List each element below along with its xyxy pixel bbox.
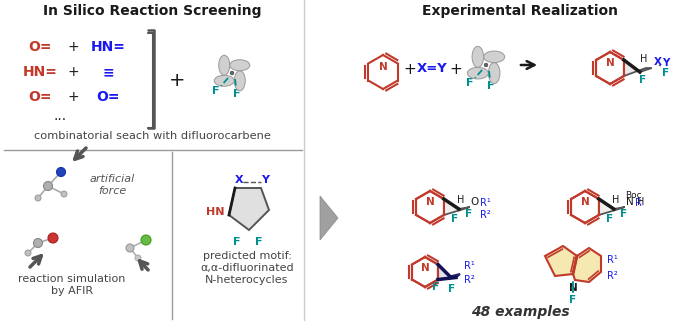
- Polygon shape: [444, 199, 470, 215]
- Text: ≡: ≡: [102, 65, 114, 79]
- Text: F: F: [487, 81, 495, 91]
- Polygon shape: [599, 199, 625, 215]
- Ellipse shape: [218, 55, 230, 75]
- Text: HN: HN: [206, 207, 224, 217]
- Text: R¹: R¹: [607, 255, 617, 265]
- Polygon shape: [320, 196, 338, 240]
- Text: N: N: [379, 62, 387, 72]
- Text: F: F: [639, 75, 646, 85]
- Text: R²: R²: [464, 275, 475, 285]
- Circle shape: [43, 181, 52, 190]
- Text: N: N: [421, 263, 429, 273]
- Circle shape: [61, 191, 67, 197]
- Text: F: F: [433, 282, 440, 291]
- Text: N: N: [606, 58, 615, 68]
- Text: HN=: HN=: [22, 65, 57, 79]
- Text: O: O: [471, 197, 479, 207]
- Ellipse shape: [468, 67, 489, 79]
- Text: +: +: [67, 90, 79, 104]
- Text: +: +: [67, 65, 79, 79]
- Text: F: F: [233, 237, 241, 247]
- Circle shape: [126, 244, 134, 252]
- Circle shape: [34, 239, 43, 247]
- Text: H: H: [640, 54, 648, 64]
- Text: combinatorial seach with difluorocarbene: combinatorial seach with difluorocarbene: [34, 131, 270, 141]
- Text: +: +: [404, 63, 416, 77]
- Circle shape: [48, 233, 58, 243]
- Text: O=: O=: [28, 40, 52, 54]
- Text: F: F: [606, 214, 613, 224]
- Text: 48 examples: 48 examples: [470, 305, 569, 319]
- Text: R²: R²: [607, 271, 617, 281]
- Text: F: F: [233, 89, 241, 99]
- Text: predicted motif:
α,α-difluorinated
N-heterocycles: predicted motif: α,α-difluorinated N-het…: [200, 251, 294, 285]
- Text: R¹: R¹: [480, 198, 491, 208]
- Circle shape: [57, 168, 66, 177]
- Circle shape: [35, 195, 41, 201]
- Text: O=: O=: [28, 90, 52, 104]
- Text: artificial
force: artificial force: [90, 174, 134, 196]
- Text: X=Y: X=Y: [416, 62, 447, 74]
- Text: Y: Y: [261, 175, 269, 185]
- Ellipse shape: [489, 63, 500, 84]
- Text: F: F: [620, 209, 627, 219]
- Ellipse shape: [214, 75, 234, 86]
- Text: F: F: [662, 68, 669, 78]
- Text: Experimental Realization: Experimental Realization: [422, 4, 618, 18]
- Text: N: N: [626, 197, 634, 207]
- Circle shape: [141, 235, 151, 245]
- Text: F: F: [466, 209, 472, 219]
- Text: In Silico Reaction Screening: In Silico Reaction Screening: [43, 4, 261, 18]
- Text: X: X: [654, 57, 662, 67]
- Circle shape: [484, 63, 488, 67]
- Polygon shape: [573, 248, 601, 282]
- Text: +: +: [169, 71, 186, 90]
- Text: HN=: HN=: [90, 40, 125, 54]
- Text: F: F: [569, 295, 577, 305]
- Text: N: N: [568, 283, 578, 293]
- Text: F: F: [212, 86, 220, 96]
- Text: ...: ...: [53, 109, 66, 123]
- Text: H: H: [612, 195, 620, 205]
- Polygon shape: [438, 265, 460, 280]
- Text: R¹: R¹: [464, 261, 475, 271]
- Ellipse shape: [484, 51, 505, 63]
- Polygon shape: [229, 188, 269, 230]
- Circle shape: [135, 255, 141, 261]
- Text: R: R: [635, 198, 642, 208]
- Ellipse shape: [230, 60, 250, 71]
- Ellipse shape: [472, 46, 484, 67]
- Text: X: X: [234, 175, 244, 185]
- Text: N: N: [580, 197, 589, 207]
- Text: +: +: [67, 40, 79, 54]
- Text: H: H: [457, 195, 465, 205]
- Polygon shape: [545, 246, 577, 276]
- Text: H: H: [637, 197, 644, 207]
- Circle shape: [230, 71, 234, 75]
- Text: Boc: Boc: [625, 190, 641, 199]
- Text: F: F: [466, 78, 474, 88]
- Ellipse shape: [234, 71, 245, 91]
- Text: reaction simulation
by AFIR: reaction simulation by AFIR: [18, 274, 126, 296]
- Text: F: F: [256, 237, 262, 247]
- Text: O=: O=: [97, 90, 120, 104]
- Text: F: F: [449, 283, 456, 293]
- Polygon shape: [624, 60, 652, 76]
- Circle shape: [25, 250, 31, 256]
- Text: Y: Y: [662, 58, 669, 68]
- Text: F: F: [452, 214, 458, 224]
- Text: N: N: [426, 197, 435, 207]
- Text: R²: R²: [480, 210, 491, 220]
- Text: +: +: [449, 63, 463, 77]
